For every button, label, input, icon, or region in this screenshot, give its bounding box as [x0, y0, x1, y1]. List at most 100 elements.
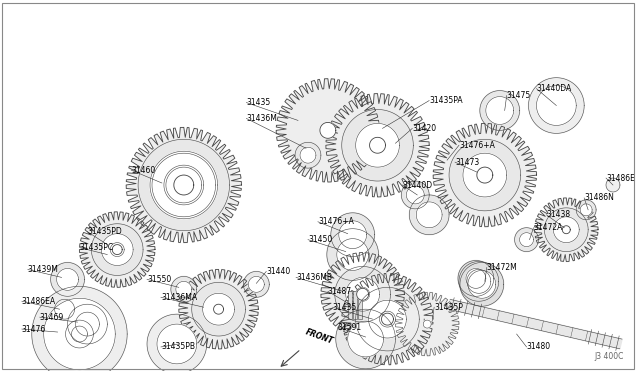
Polygon shape	[536, 86, 576, 125]
Text: 31472A: 31472A	[534, 223, 563, 232]
Polygon shape	[179, 180, 189, 190]
Polygon shape	[396, 292, 459, 356]
Polygon shape	[449, 139, 520, 211]
Text: J3 400C: J3 400C	[595, 352, 624, 361]
Text: 31480: 31480	[527, 343, 550, 352]
Text: 31486E: 31486E	[606, 174, 635, 183]
Polygon shape	[410, 195, 449, 235]
Polygon shape	[463, 153, 507, 197]
Polygon shape	[576, 200, 596, 220]
Polygon shape	[326, 94, 429, 197]
Polygon shape	[72, 326, 88, 342]
Polygon shape	[372, 139, 383, 151]
Polygon shape	[529, 78, 584, 133]
Polygon shape	[459, 262, 499, 301]
Polygon shape	[369, 137, 385, 153]
Polygon shape	[477, 167, 493, 183]
Polygon shape	[467, 269, 491, 293]
Polygon shape	[335, 266, 390, 322]
Polygon shape	[152, 153, 216, 217]
Text: 31472M: 31472M	[487, 263, 518, 272]
Text: 31436M: 31436M	[246, 114, 277, 123]
Polygon shape	[166, 167, 202, 203]
Text: 31476+A: 31476+A	[318, 217, 354, 226]
Polygon shape	[192, 282, 245, 336]
Polygon shape	[248, 276, 264, 292]
Text: 31475: 31475	[507, 91, 531, 100]
Text: 31435PC: 31435PC	[79, 243, 114, 252]
Bar	[358, 291, 362, 319]
Text: 31476+A: 31476+A	[459, 141, 495, 150]
Polygon shape	[534, 198, 598, 262]
Text: 31460: 31460	[131, 166, 156, 174]
Polygon shape	[606, 178, 620, 192]
Polygon shape	[460, 263, 504, 306]
Text: 31439M: 31439M	[28, 265, 59, 274]
Text: 31435: 31435	[333, 303, 357, 312]
Text: 31486EA: 31486EA	[22, 297, 56, 306]
Text: 31440D: 31440D	[403, 180, 433, 189]
Polygon shape	[79, 212, 155, 287]
Text: 31435P: 31435P	[434, 303, 463, 312]
Polygon shape	[76, 312, 99, 336]
Polygon shape	[337, 239, 369, 270]
Text: 31591: 31591	[338, 323, 362, 331]
Polygon shape	[147, 314, 207, 372]
Polygon shape	[458, 260, 493, 296]
Polygon shape	[174, 175, 194, 195]
Polygon shape	[32, 286, 127, 372]
Polygon shape	[468, 270, 496, 298]
Polygon shape	[276, 79, 380, 182]
Polygon shape	[44, 298, 115, 370]
Polygon shape	[320, 122, 336, 138]
Bar	[348, 291, 352, 319]
Polygon shape	[101, 234, 133, 266]
Polygon shape	[138, 139, 230, 231]
Polygon shape	[369, 300, 406, 338]
Polygon shape	[477, 167, 493, 183]
Text: 31440DA: 31440DA	[536, 84, 572, 93]
Polygon shape	[243, 272, 269, 297]
Polygon shape	[322, 124, 334, 136]
Text: 31435PA: 31435PA	[429, 96, 463, 105]
Text: 31476: 31476	[22, 324, 46, 334]
Polygon shape	[300, 147, 316, 163]
Polygon shape	[356, 287, 369, 301]
Polygon shape	[54, 299, 74, 319]
Text: 31438: 31438	[547, 210, 570, 219]
Text: 31435: 31435	[246, 98, 271, 107]
Polygon shape	[356, 287, 419, 351]
Polygon shape	[68, 304, 108, 344]
Polygon shape	[126, 127, 241, 243]
Polygon shape	[171, 276, 196, 302]
Polygon shape	[65, 320, 93, 348]
Polygon shape	[381, 313, 394, 325]
Text: FRONT: FRONT	[304, 327, 335, 346]
Polygon shape	[580, 204, 592, 216]
Text: 31436MA: 31436MA	[161, 293, 197, 302]
Text: 31450: 31450	[308, 235, 332, 244]
Polygon shape	[348, 321, 383, 357]
Polygon shape	[92, 224, 143, 275]
Text: 31435PD: 31435PD	[88, 227, 122, 236]
Polygon shape	[545, 208, 588, 251]
Polygon shape	[56, 269, 79, 290]
Polygon shape	[563, 226, 570, 234]
Polygon shape	[174, 175, 194, 195]
Polygon shape	[157, 324, 196, 364]
Polygon shape	[466, 269, 486, 288]
Polygon shape	[179, 269, 259, 349]
Polygon shape	[356, 288, 369, 300]
Text: 31420: 31420	[412, 124, 436, 133]
Polygon shape	[203, 293, 234, 325]
Polygon shape	[346, 278, 380, 311]
Bar	[353, 291, 356, 319]
Polygon shape	[356, 124, 399, 167]
Polygon shape	[342, 273, 433, 365]
Polygon shape	[520, 233, 534, 247]
Text: 31486N: 31486N	[584, 193, 614, 202]
Text: 31550: 31550	[147, 275, 172, 284]
Polygon shape	[336, 309, 396, 369]
Polygon shape	[380, 311, 396, 327]
Polygon shape	[110, 243, 124, 257]
